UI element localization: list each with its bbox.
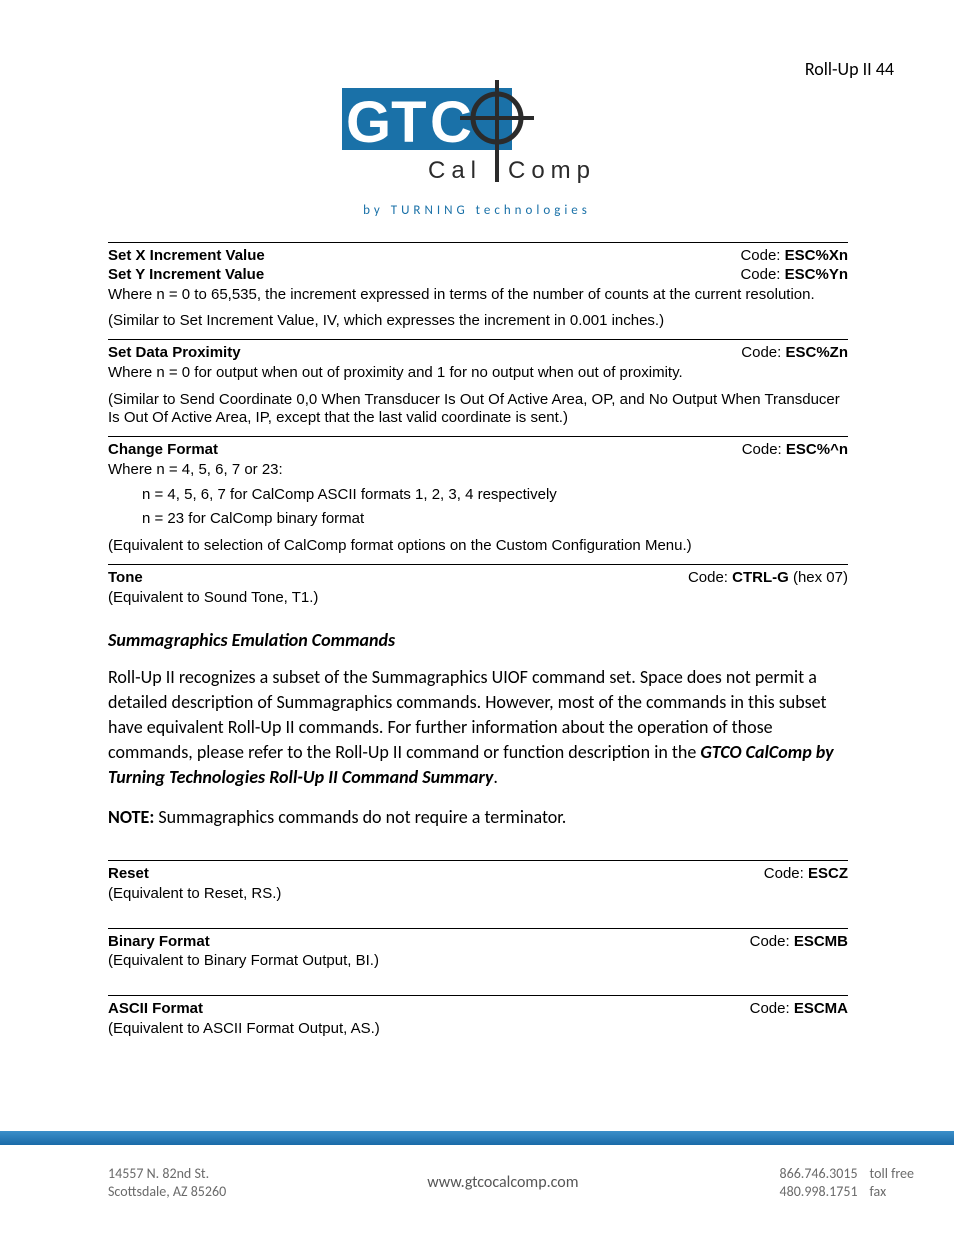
cmd-binary-format: Binary Format Code: ESCMB (Equivalent to…: [108, 928, 848, 990]
cmd-code: Code: ESC%Xn: [740, 247, 848, 266]
logo: GT C Cal Comp by TURNING technologies: [0, 80, 954, 218]
cmd-code: Code: ESCZ: [764, 865, 848, 884]
footer-website: www.gtcocalcomp.com: [427, 1173, 578, 1192]
cmd-desc: (Equivalent to Binary Format Output, BI.…: [108, 952, 848, 971]
main-content: Set X Increment Value Code: ESC%Xn Set Y…: [108, 242, 848, 1045]
cmd-title: Binary Format: [108, 933, 210, 952]
cmd-code: Code: ESC%Zn: [741, 344, 848, 363]
footer-address: 14557 N. 82nd St. Scottsdale, AZ 85260: [108, 1165, 226, 1201]
cmd-desc: Where n = 4, 5, 6, 7 or 23:: [108, 461, 848, 480]
cmd-title: Tone: [108, 569, 143, 588]
section-heading: Summagraphics Emulation Commands: [108, 629, 848, 651]
cmd-title: Change Format: [108, 441, 218, 460]
cmd-title: Reset: [108, 865, 149, 884]
footer-phones: 866.746.3015 480.998.1751 toll free fax: [780, 1165, 914, 1201]
cmd-title: Set Y Increment Value: [108, 266, 264, 285]
page-footer: 14557 N. 82nd St. Scottsdale, AZ 85260 w…: [0, 1165, 954, 1201]
cmd-ascii-format: ASCII Format Code: ESCMA (Equivalent to …: [108, 995, 848, 1039]
cmd-indent-line: n = 23 for CalComp binary format: [142, 510, 848, 529]
svg-text:Cal: Cal: [428, 157, 482, 184]
body-note: NOTE: Summagraphics commands do not requ…: [108, 805, 848, 830]
cmd-note: (Equivalent to selection of CalComp form…: [108, 537, 848, 556]
cmd-code: Code: ESC%Yn: [740, 266, 848, 285]
cmd-set-increment: Set X Increment Value Code: ESC%Xn Set Y…: [108, 242, 848, 331]
cmd-reset: Reset Code: ESCZ (Equivalent to Reset, R…: [108, 860, 848, 922]
cmd-code: Code: ESC%^n: [742, 441, 848, 460]
cmd-desc: (Equivalent to ASCII Format Output, AS.): [108, 1020, 848, 1039]
cmd-title: Set X Increment Value: [108, 247, 265, 266]
footer-divider-bar: [0, 1131, 954, 1145]
cmd-desc: Where n = 0 for output when out of proxi…: [108, 364, 848, 383]
body-section: Summagraphics Emulation Commands Roll-Up…: [108, 629, 848, 830]
cmd-code: Code: ESCMA: [750, 1000, 848, 1019]
cmd-data-proximity: Set Data Proximity Code: ESC%Zn Where n …: [108, 339, 848, 428]
logo-tagline: by TURNING technologies: [0, 203, 954, 218]
cmd-code: Code: CTRL-G (hex 07): [688, 569, 848, 588]
page-number: Roll-Up II 44: [805, 58, 894, 80]
cmd-title: ASCII Format: [108, 1000, 203, 1019]
cmd-change-format: Change Format Code: ESC%^n Where n = 4, …: [108, 436, 848, 556]
svg-text:C: C: [430, 90, 472, 155]
svg-text:GT: GT: [346, 90, 427, 155]
svg-text:Comp: Comp: [508, 157, 596, 184]
cmd-indent-line: n = 4, 5, 6, 7 for CalComp ASCII formats…: [142, 486, 848, 505]
cmd-desc: (Equivalent to Reset, RS.): [108, 885, 848, 904]
cmd-note: (Similar to Send Coordinate 0,0 When Tra…: [108, 391, 848, 429]
gtco-calcomp-logo: GT C Cal Comp: [332, 80, 622, 190]
cmd-desc: (Equivalent to Sound Tone, T1.): [108, 589, 848, 608]
cmd-desc: Where n = 0 to 65,535, the increment exp…: [108, 286, 848, 305]
cmd-code: Code: ESCMB: [750, 933, 848, 952]
cmd-title: Set Data Proximity: [108, 344, 241, 363]
body-paragraph: Roll-Up II recognizes a subset of the Su…: [108, 665, 848, 789]
cmd-tone: Tone Code: CTRL-G (hex 07) (Equivalent t…: [108, 564, 848, 608]
cmd-note: (Similar to Set Increment Value, IV, whi…: [108, 312, 848, 331]
